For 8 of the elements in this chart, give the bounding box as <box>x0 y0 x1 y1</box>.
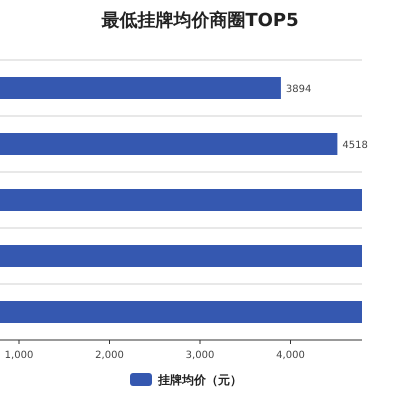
chart-title: 最低挂牌均价商圈TOP5 <box>100 10 299 31</box>
x-tick-label: 2,000 <box>95 350 124 361</box>
x-tick-label: 3,000 <box>186 350 214 361</box>
data-label: 3894 <box>286 84 312 95</box>
data-label: 4518 <box>342 140 368 151</box>
x-tick-label: 4,000 <box>276 350 305 361</box>
legend-label: 挂牌均价（元） <box>157 373 242 387</box>
x-tick-label: 1,000 <box>4 350 34 361</box>
